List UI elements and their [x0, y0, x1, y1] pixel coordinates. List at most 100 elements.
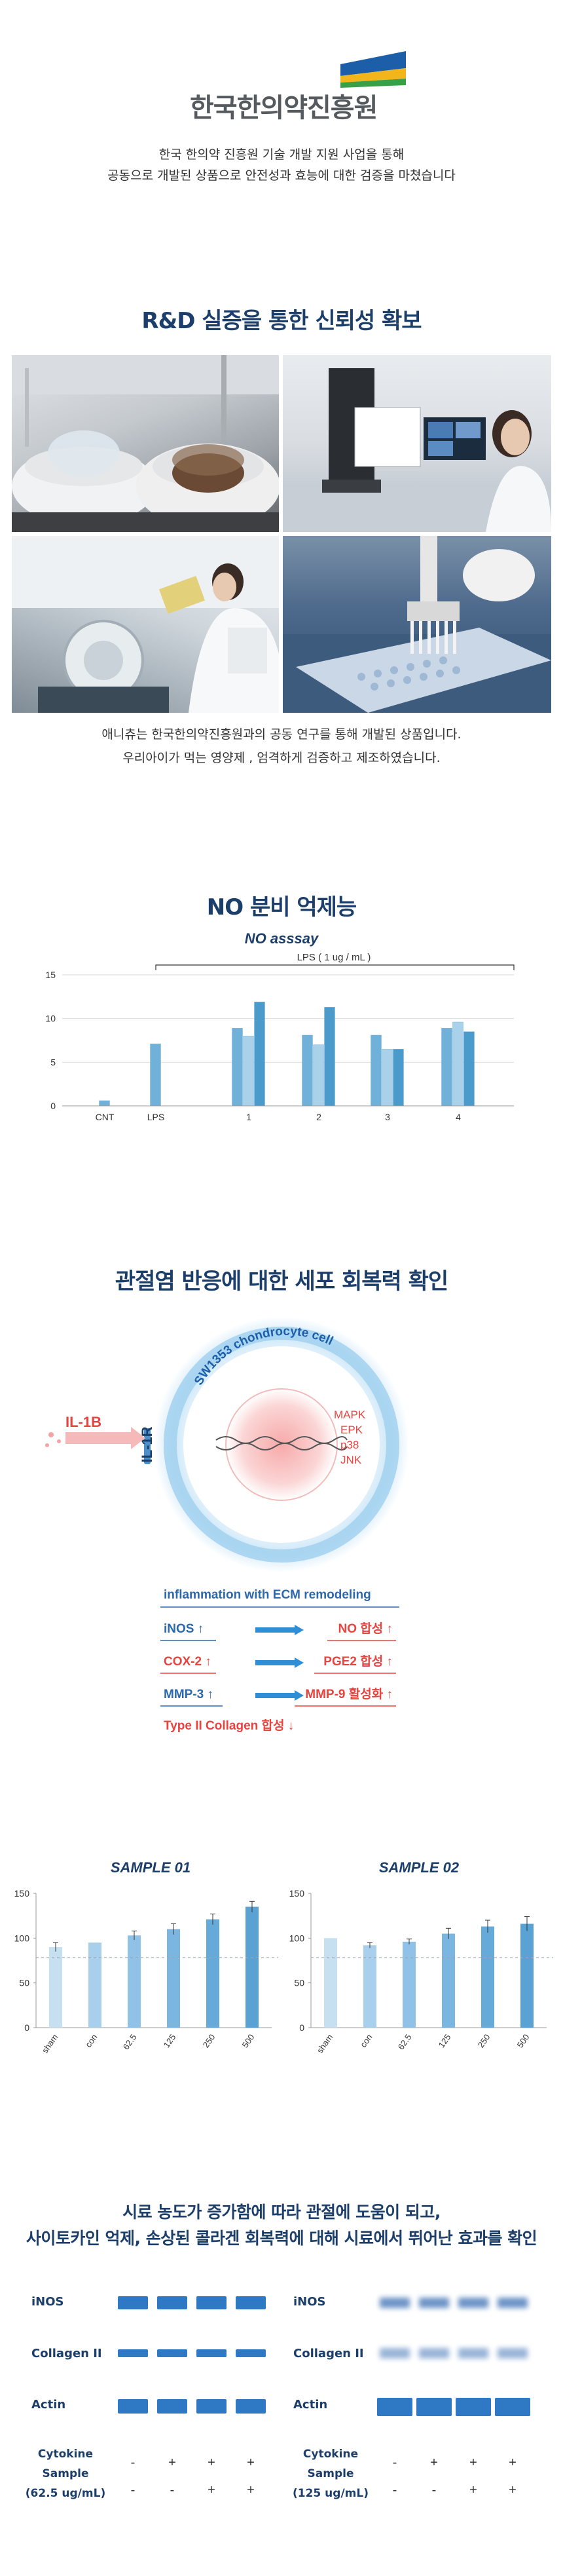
logo-text: 한국한의약진흥원 — [190, 93, 378, 123]
caption-line: 우리아이가 먹는 영양제 , 엄격하게 검증하고 제조하였습니다. — [122, 751, 441, 765]
bar — [49, 1947, 62, 2028]
y-tick-label: 15 — [45, 970, 56, 980]
bar — [382, 1049, 393, 1107]
blot-label: Collagen II — [31, 2347, 102, 2360]
blot-label: iNOS — [293, 2295, 326, 2309]
cytokine-sign: + — [208, 2455, 215, 2470]
blot-band — [118, 2296, 148, 2309]
bar — [88, 1942, 101, 2028]
sample-sign: - — [170, 2483, 175, 2497]
blot-band — [495, 2398, 530, 2416]
sample-sign: - — [392, 2483, 397, 2497]
concentration-label: (125 ug/mL) — [293, 2487, 369, 2500]
bar — [403, 1941, 416, 2028]
x-tick-label: 2 — [316, 1112, 321, 1122]
concentration-label: (62.5 ug/mL) — [25, 2487, 106, 2500]
y-tick-label: 0 — [24, 2022, 29, 2033]
mechanism-header: inflammation with ECM remodeling — [164, 1588, 371, 1602]
y-tick-label: 0 — [50, 1101, 56, 1111]
cytokine-sign: + — [247, 2455, 255, 2470]
ligand-label: IL-1B — [65, 1414, 101, 1430]
blot-band — [416, 2398, 452, 2416]
bar — [324, 1007, 335, 1107]
arrow-right-icon — [255, 1625, 304, 1635]
x-tick-label: 250 — [476, 2032, 492, 2049]
y-tick-label: 100 — [289, 1933, 305, 1943]
x-tick-label: 125 — [162, 2032, 178, 2049]
y-tick-label: 150 — [289, 1888, 305, 1899]
blot-band — [498, 2348, 528, 2358]
sample-label: Sample — [42, 2467, 89, 2480]
mechanism-right: PGE2 합성 ↑ — [323, 1654, 393, 1669]
bar — [245, 1906, 259, 2028]
rnd-title: R&D 실증을 통한 신뢰성 확보 — [141, 308, 422, 334]
bar — [363, 1945, 376, 2028]
logo-mark-icon — [340, 51, 406, 88]
x-tick-label: sham — [40, 2032, 60, 2055]
no-assay-chart: 0 5 10 15 CNT LPS 1 2 3 4 LPS ( 1 ug / mL ) — [45, 952, 515, 1122]
cytokine-sign: + — [168, 2455, 176, 2470]
x-tick-label: 125 — [437, 2032, 453, 2049]
sample02-chart: 0 50 100 150 sham con 62.5 125 250 500 — [289, 1888, 553, 2055]
bar — [302, 1034, 313, 1107]
blot-band — [498, 2298, 528, 2308]
cytokine-sign: + — [430, 2455, 438, 2470]
y-tick-label: 50 — [294, 1978, 304, 1988]
blot-band — [380, 2298, 410, 2308]
ligand-arrow-icon — [65, 1427, 145, 1449]
blot-band — [157, 2296, 187, 2309]
x-tick-label: 4 — [456, 1112, 461, 1122]
blot-label: Actin — [293, 2398, 328, 2412]
blot-band — [196, 2399, 227, 2414]
pathway-label: EPK — [340, 1424, 363, 1436]
no-title: NO 분비 억제능 — [206, 894, 357, 920]
mechanism-left: iNOS ↑ — [164, 1622, 204, 1636]
cell-title: 관절염 반응에 대한 세포 회복력 확인 — [115, 1268, 448, 1295]
conclusion-text: 시료 농도가 증가함에 따라 관절에 도움이 되고, 사이토카인 억제, 손상된… — [0, 2199, 563, 2252]
blot-band — [458, 2348, 488, 2358]
pathway-label: p38 — [340, 1439, 359, 1451]
bar — [313, 1044, 324, 1107]
sample02-title: SAMPLE 02 — [378, 1859, 460, 1876]
bar — [442, 1933, 455, 2028]
pathway-label: JNK — [340, 1454, 362, 1466]
x-tick-label: con — [358, 2032, 374, 2049]
lab-photo-microscope — [283, 355, 551, 532]
conclusion-line: 사이토카인 억제, 손상된 콜라겐 회복력에 대해 시료에서 뛰어난 효과를 확… — [26, 2229, 537, 2248]
bar — [452, 1021, 463, 1107]
blot-label: Collagen II — [293, 2347, 364, 2360]
bar — [463, 1031, 475, 1107]
bar — [167, 1929, 180, 2028]
x-tick-label: 500 — [240, 2032, 257, 2049]
bar — [206, 1919, 219, 2028]
x-tick-label: sham — [315, 2032, 335, 2055]
x-tick-label: CNT — [96, 1112, 115, 1122]
cytokine-sign: + — [509, 2455, 517, 2470]
cytokine-label: Cytokine — [302, 2448, 359, 2461]
arrow-right-icon — [255, 1657, 304, 1668]
sample01-chart: 0 50 100 150 sham con 62.5 125 250 500 — [14, 1888, 278, 2055]
x-tick-label: 500 — [515, 2032, 532, 2049]
microscope-illustration — [283, 368, 551, 532]
reactor-illustration — [12, 355, 279, 532]
no-subtitle: NO asssay — [244, 930, 319, 947]
dna-helix-icon — [215, 1436, 348, 1450]
y-tick-label: 0 — [299, 2022, 304, 2033]
lab-photo-reactors — [12, 355, 279, 532]
receptor-label: IL-1R — [139, 1426, 155, 1462]
blot-band — [236, 2349, 266, 2357]
x-tick-label: 250 — [201, 2032, 217, 2049]
cytokine-sign: - — [130, 2455, 136, 2470]
sample-sign: - — [431, 2483, 437, 2497]
bar — [243, 1036, 254, 1107]
logo-section: 한국한의약진흥원 한국 한의약 진흥원 기술 개발 지원 사업을 통해 공동으로… — [0, 39, 563, 203]
blot-band — [196, 2349, 227, 2357]
blot-band — [157, 2399, 187, 2414]
x-tick-label: 3 — [385, 1112, 390, 1122]
bar — [520, 1923, 534, 2028]
cytokine-sign: + — [469, 2455, 477, 2470]
sample-sign: + — [509, 2483, 517, 2497]
blot-band — [157, 2349, 187, 2357]
mechanism-right: MMP-9 활성화 ↑ — [305, 1687, 393, 1701]
blot-band — [419, 2348, 449, 2358]
